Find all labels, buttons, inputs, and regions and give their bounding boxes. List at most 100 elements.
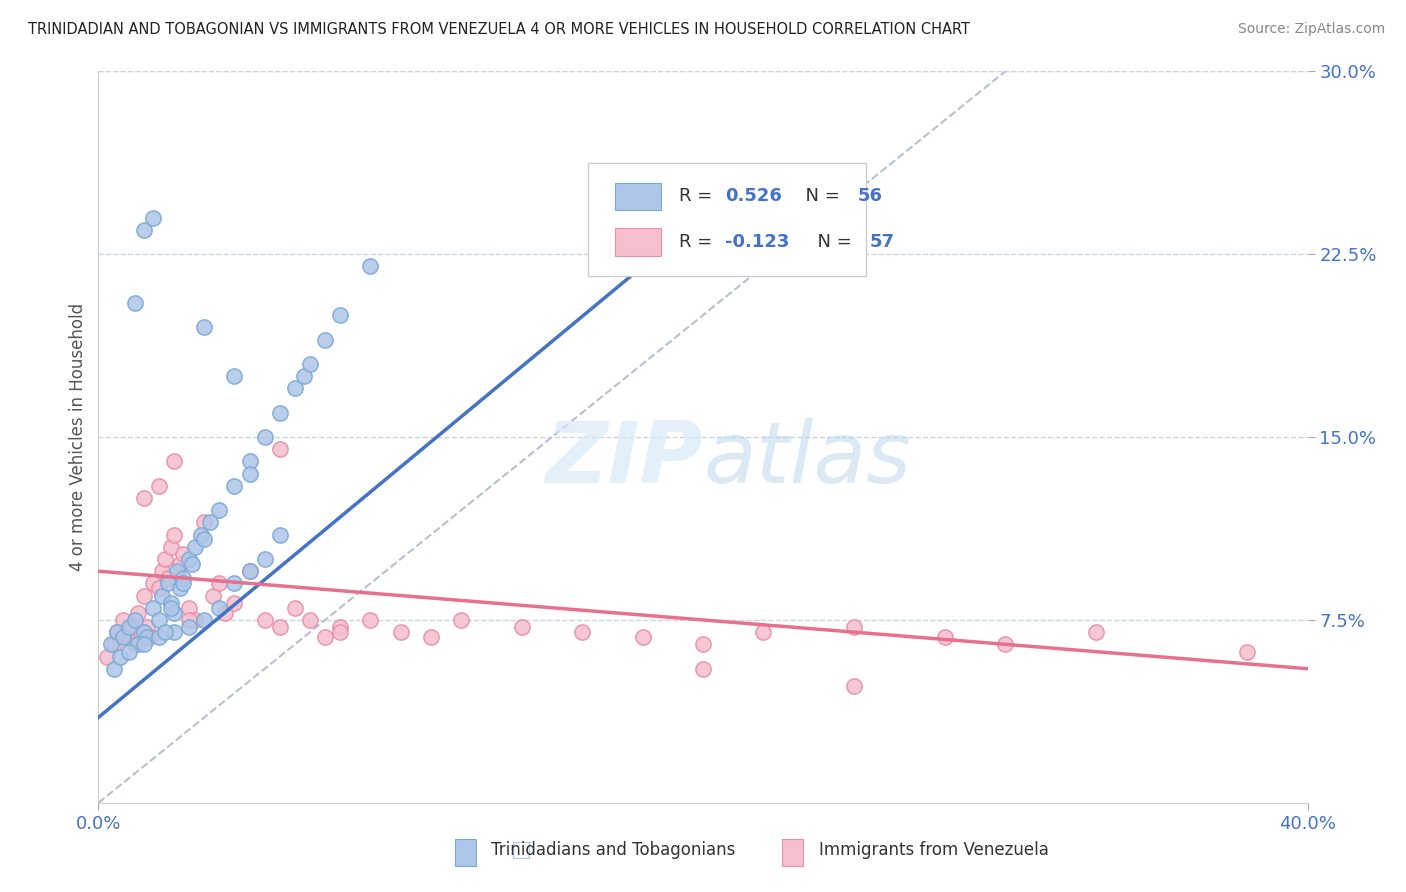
Point (253, 430, 276, 444)
Text: Source: ZipAtlas.com: Source: ZipAtlas.com (1237, 22, 1385, 37)
Point (329, 620, 352, 634)
Point (299, 357, 322, 371)
Point (142, 576, 165, 591)
Point (163, 625, 186, 640)
Point (148, 613, 170, 627)
Point (450, 613, 472, 627)
Point (124, 613, 146, 627)
Point (202, 589, 225, 603)
Text: R =: R = (679, 233, 718, 251)
Point (190, 527, 212, 541)
Point (692, 662, 714, 676)
Point (193, 533, 215, 547)
Point (96, 649, 118, 664)
Point (571, 625, 593, 640)
Text: N =: N = (793, 187, 845, 205)
Point (224, 369, 246, 384)
Point (299, 613, 322, 627)
Text: TRINIDADIAN AND TOBAGONIAN VS IMMIGRANTS FROM VENEZUELA 4 OR MORE VEHICLES IN HO: TRINIDADIAN AND TOBAGONIAN VS IMMIGRANTS… (28, 22, 970, 37)
Point (172, 576, 194, 591)
Text: □: □ (512, 840, 531, 861)
Point (153, 552, 176, 566)
Point (169, 557, 191, 571)
Point (314, 333, 336, 347)
Point (103, 662, 125, 676)
Point (193, 613, 215, 627)
Point (100, 637, 122, 651)
Point (631, 630, 654, 644)
Point (124, 296, 146, 310)
Point (148, 479, 170, 493)
Point (108, 649, 131, 664)
Point (253, 613, 276, 627)
Point (269, 406, 291, 420)
Point (269, 620, 291, 634)
Point (420, 630, 443, 644)
Point (142, 600, 165, 615)
Point (132, 625, 155, 640)
Point (239, 454, 262, 468)
Point (360, 260, 382, 274)
Point (179, 552, 201, 566)
FancyBboxPatch shape (588, 163, 866, 277)
Point (132, 589, 155, 603)
Point (510, 620, 533, 634)
FancyBboxPatch shape (782, 838, 803, 866)
Text: R =: R = (679, 187, 718, 205)
Text: 56: 56 (858, 187, 883, 205)
Point (208, 503, 231, 517)
Point (160, 596, 183, 610)
Point (169, 581, 191, 595)
Point (132, 223, 155, 237)
Text: 57: 57 (870, 233, 894, 251)
Point (692, 637, 714, 651)
Point (105, 625, 128, 640)
Point (269, 527, 291, 541)
Point (224, 596, 246, 610)
Point (184, 613, 207, 627)
Point (166, 564, 188, 578)
Point (118, 630, 141, 644)
Point (148, 581, 170, 595)
Point (844, 620, 866, 634)
Point (329, 308, 352, 322)
Point (208, 600, 231, 615)
Point (179, 620, 201, 634)
Point (121, 620, 143, 634)
Y-axis label: 4 or more Vehicles in Household: 4 or more Vehicles in Household (69, 303, 87, 571)
Point (111, 630, 134, 644)
Point (127, 637, 149, 651)
Point (156, 572, 179, 586)
Point (153, 625, 176, 640)
Point (239, 564, 262, 578)
Point (239, 467, 262, 481)
Point (224, 479, 246, 493)
Point (142, 211, 165, 225)
Point (105, 625, 128, 640)
Point (1085, 625, 1108, 640)
Point (132, 491, 155, 505)
FancyBboxPatch shape (614, 183, 661, 211)
Point (150, 589, 173, 603)
Point (292, 369, 315, 384)
Point (934, 630, 956, 644)
Point (389, 625, 412, 640)
Point (160, 600, 183, 615)
Point (135, 620, 157, 634)
Point (214, 606, 236, 620)
Point (239, 564, 262, 578)
Point (111, 613, 134, 627)
Point (135, 630, 157, 644)
Point (127, 606, 149, 620)
Point (129, 625, 152, 640)
Point (156, 576, 179, 591)
Text: 0.526: 0.526 (724, 187, 782, 205)
Point (118, 645, 141, 659)
FancyBboxPatch shape (614, 227, 661, 256)
Point (103, 637, 125, 651)
Point (284, 600, 307, 615)
Point (184, 540, 207, 554)
Text: Immigrants from Venezuela: Immigrants from Venezuela (820, 841, 1049, 859)
Point (208, 576, 231, 591)
Point (844, 679, 866, 693)
